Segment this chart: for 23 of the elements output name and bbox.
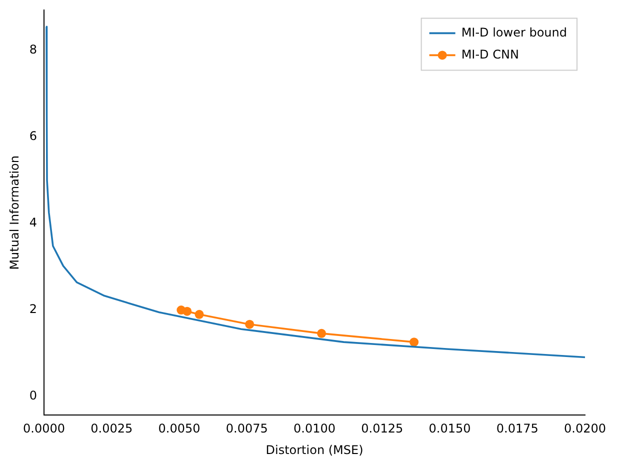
x-axis-title: Distortion (MSE) <box>266 442 364 457</box>
x-tick-label: 0.0050 <box>158 422 200 436</box>
point <box>245 320 254 329</box>
y-axis-title: Mutual Information <box>7 156 22 270</box>
x-tick-label: 0.0100 <box>294 422 336 436</box>
legend-label: MI-D CNN <box>461 47 519 62</box>
x-tick-label: 0.0025 <box>90 422 133 436</box>
y-tick-label: 6 <box>29 129 38 144</box>
x-tick-label: 0.0125 <box>361 422 404 436</box>
y-tick-label: 4 <box>29 216 38 230</box>
point <box>194 310 204 319</box>
point <box>317 328 326 338</box>
legend-label: MI-D lower bound <box>461 25 567 40</box>
x-tick-label: 0.0075 <box>226 422 268 436</box>
x-tick-label: 0.0200 <box>564 422 606 436</box>
x-tick-label: 0.0000 <box>23 422 66 436</box>
point <box>410 338 419 347</box>
x-tick-label: 0.0175 <box>496 422 538 436</box>
point <box>182 306 192 316</box>
y-tick-label: 0 <box>29 388 38 403</box>
y-tick-label: 2 <box>29 302 38 316</box>
x-tick-label: 0.0150 <box>428 422 471 436</box>
y-tick-label: 8 <box>29 42 38 57</box>
